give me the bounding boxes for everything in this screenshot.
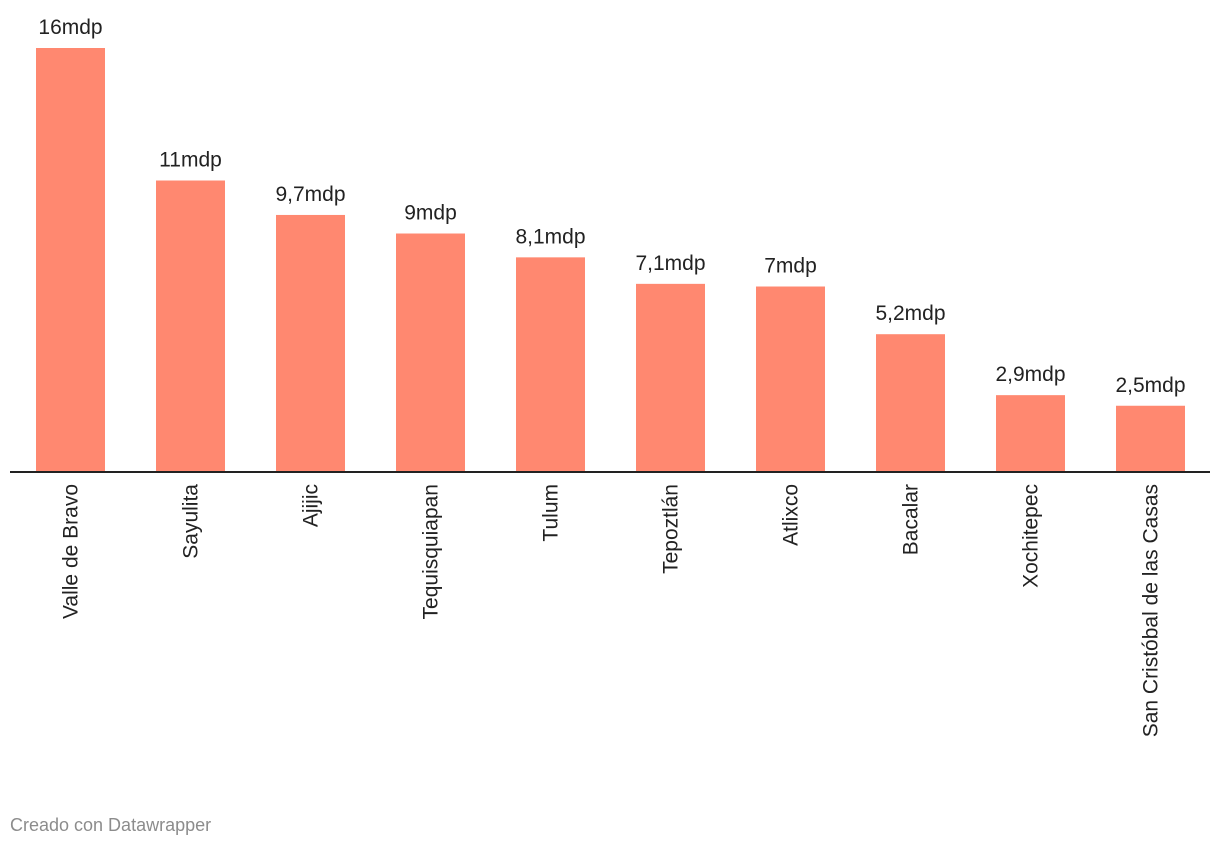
value-labels-group: 16mdp 11mdp 9,7mdp 9mdp 8,1mdp 7,1mdp 7mdp 5,2m…: [38, 16, 1185, 397]
bar-value-label: 9mdp: [404, 202, 457, 225]
bar-value-label: 11mdp: [159, 149, 222, 172]
bar-value-label: 5,2mdp: [875, 302, 945, 325]
bar: [636, 283, 705, 472]
bar-value-label: 7,1mdp: [635, 252, 705, 275]
category-label: Xochitepec: [1020, 484, 1043, 588]
bar-value-label: 8,1mdp: [515, 225, 585, 248]
bar: [36, 48, 105, 472]
bar: [156, 180, 225, 472]
category-label: Ajijic: [300, 484, 323, 527]
bar: [996, 395, 1065, 472]
bars-group: [36, 48, 1185, 472]
category-label: Tequisquiapan: [420, 484, 443, 619]
category-label: Valle de Bravo: [60, 484, 83, 619]
category-label: San Cristóbal de las Casas: [1140, 484, 1163, 737]
category-label: Sayulita: [180, 484, 203, 559]
bar: [756, 286, 825, 472]
category-labels-group: Valle de Bravo Sayulita Ajijic Tequisquiapa…: [60, 484, 1163, 738]
bar-chart: 16mdp 11mdp 9,7mdp 9mdp 8,1mdp 7,1mdp 7mdp 5,2m…: [10, 16, 1210, 738]
bar: [396, 233, 465, 472]
credit-text: Creado con Datawrapper: [10, 815, 212, 835]
bar-value-label: 2,5mdp: [1115, 374, 1185, 397]
bar: [1116, 405, 1185, 472]
category-label: Atlixco: [780, 484, 803, 546]
bar: [276, 214, 345, 472]
bar-value-label: 16mdp: [38, 16, 102, 39]
category-label: Tulum: [540, 484, 563, 542]
bar: [516, 257, 585, 472]
bar: [876, 334, 945, 472]
bar-value-label: 2,9mdp: [995, 363, 1065, 386]
category-label: Tepoztlán: [660, 484, 683, 574]
bar-value-label: 7mdp: [764, 255, 817, 278]
category-label: Bacalar: [900, 484, 923, 555]
bar-value-label: 9,7mdp: [275, 183, 345, 206]
